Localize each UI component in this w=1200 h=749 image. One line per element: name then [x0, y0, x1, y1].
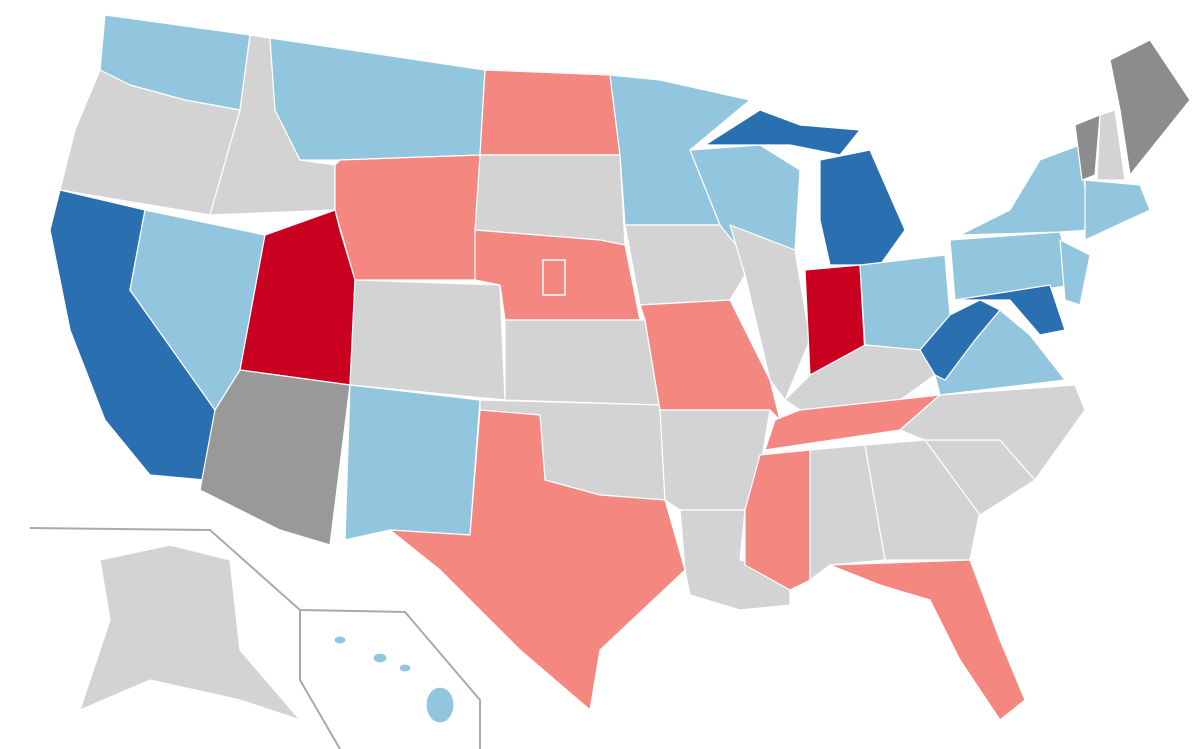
state: [79, 544, 301, 721]
state: [398, 663, 412, 673]
state: [809, 444, 886, 581]
state: [389, 409, 686, 711]
state: [504, 319, 661, 406]
state: [624, 224, 746, 306]
state: [899, 384, 1086, 481]
state: [1059, 239, 1091, 306]
state: [954, 284, 1066, 336]
inset-border: [299, 610, 341, 749]
state: [639, 299, 781, 421]
state: [1109, 39, 1191, 176]
state: [1096, 109, 1126, 181]
state: [333, 635, 455, 724]
marker: [542, 259, 566, 296]
state: [349, 279, 506, 401]
state: [704, 109, 861, 156]
state: [864, 439, 981, 561]
state: [1084, 179, 1151, 241]
state: [425, 686, 455, 724]
state: [333, 635, 347, 645]
state: [479, 69, 621, 156]
state: [372, 652, 388, 664]
state: [829, 559, 1026, 721]
inset-border: [29, 527, 481, 749]
state: [334, 154, 481, 281]
state: [919, 299, 1001, 381]
state: [344, 384, 481, 541]
state: [1074, 114, 1101, 181]
state: [679, 509, 791, 611]
